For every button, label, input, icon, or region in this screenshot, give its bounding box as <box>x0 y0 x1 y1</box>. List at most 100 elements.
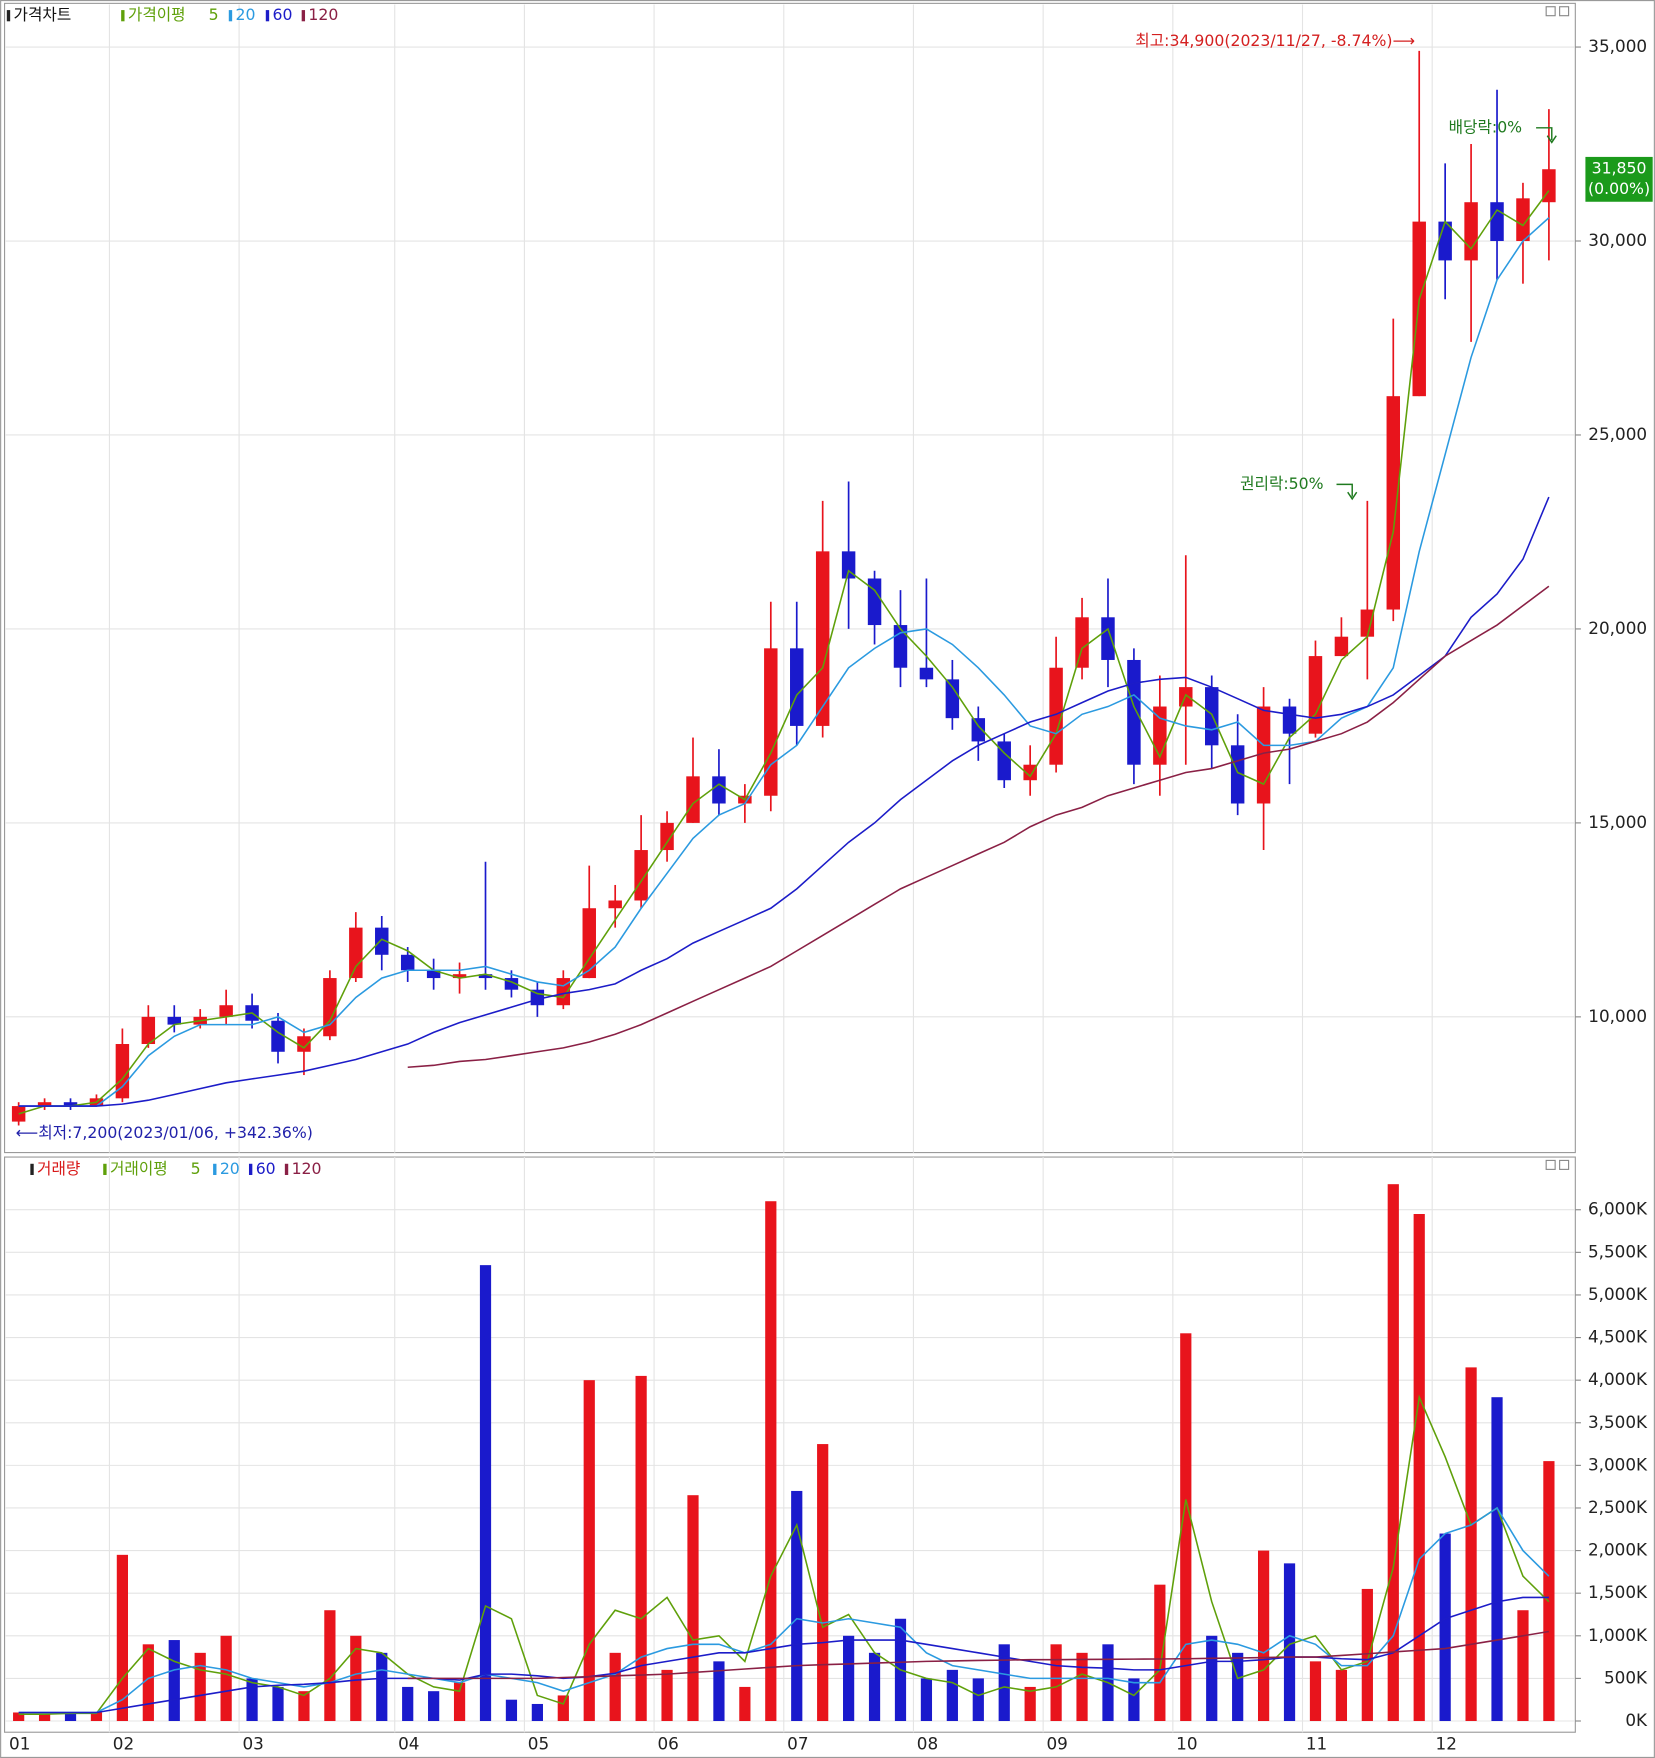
panel-buttons[interactable] <box>1545 6 1570 1170</box>
x-tick-label: 07 <box>787 1734 808 1754</box>
legend-label: 5 <box>209 5 219 24</box>
last-price-box <box>1585 156 1653 202</box>
volume-bar <box>1128 1678 1140 1722</box>
candle-body <box>478 974 493 979</box>
volume-bar <box>1439 1533 1451 1722</box>
candle-body <box>997 741 1011 781</box>
legend-label: 거래량 <box>37 1159 80 1178</box>
volume-bar <box>1413 1214 1425 1722</box>
volume-bar <box>765 1201 777 1722</box>
volume-bar <box>13 1712 25 1722</box>
volume-bar <box>272 1686 284 1722</box>
minimize-button[interactable] <box>1545 1159 1556 1170</box>
volume-bar <box>38 1714 51 1722</box>
y-tick-label: 500K <box>1604 1667 1648 1687</box>
volume-bar <box>168 1640 180 1722</box>
volume-bar <box>817 1444 829 1722</box>
close-button[interactable] <box>1559 1159 1570 1170</box>
volume-bar <box>90 1712 103 1722</box>
legend-label: 120 <box>308 5 338 24</box>
volume-bar <box>1257 1550 1270 1722</box>
volume-bar <box>142 1644 154 1722</box>
last-price-label: (0.00%) <box>1588 179 1650 198</box>
volume-bar <box>220 1635 232 1722</box>
candle-body <box>1516 198 1530 242</box>
volume-bar <box>1050 1644 1062 1722</box>
y-tick-label: 5,500K <box>1588 1241 1648 1261</box>
volume-bar <box>1309 1661 1322 1722</box>
volume-bar <box>64 1713 77 1722</box>
ma-line <box>18 190 1550 1115</box>
annotation: 배당락:0% <box>1449 117 1523 136</box>
legend-label: 20 <box>220 1159 240 1178</box>
candle-body <box>1308 656 1323 734</box>
candle-body <box>219 1005 233 1017</box>
legend-label: 거래이평 <box>110 1159 168 1178</box>
grid <box>5 4 1581 1733</box>
volume-bar <box>1076 1652 1088 1722</box>
candle-body <box>1334 636 1349 657</box>
candle-body <box>1101 617 1115 660</box>
volume-bar <box>1361 1588 1373 1722</box>
candle-body <box>426 970 441 979</box>
x-tick-label: 05 <box>528 1734 549 1754</box>
legend-swatch <box>284 1163 289 1175</box>
candle-body <box>504 978 519 990</box>
candle-body <box>945 679 960 719</box>
volume-bar <box>687 1495 699 1722</box>
candle-body <box>971 718 986 742</box>
candle-body <box>1412 221 1426 397</box>
x-tick-label: 09 <box>1047 1734 1068 1754</box>
volume-bar <box>1387 1184 1399 1722</box>
volume-bar <box>661 1669 673 1722</box>
y-tick-label: 35,000 <box>1588 36 1647 56</box>
candle-body <box>167 1016 181 1025</box>
volume-bar <box>1465 1367 1477 1722</box>
candle-body <box>660 822 674 851</box>
candle-body <box>297 1036 311 1052</box>
x-tick-label: 11 <box>1306 1734 1327 1754</box>
y-tick-label: 1,500K <box>1588 1582 1648 1602</box>
price-panel <box>3 2 1576 1154</box>
close-button[interactable] <box>1559 6 1570 17</box>
candle-body <box>63 1102 78 1107</box>
volume-bar <box>116 1554 128 1722</box>
candle-body <box>1127 659 1141 765</box>
annotation: ⟵최저:7,200(2023/01/06, +342.36%) <box>16 1123 313 1142</box>
legend-label: 60 <box>273 5 293 24</box>
volume-bar <box>376 1652 388 1722</box>
volume-bar <box>1491 1397 1503 1722</box>
annotation: 최고:34,900(2023/11/27, -8.74%)⟶ <box>1135 31 1415 50</box>
candle-body <box>271 1020 285 1052</box>
y-tick-label: 2,500K <box>1588 1497 1648 1517</box>
volume-bar <box>1335 1669 1348 1722</box>
candle-body <box>349 927 363 979</box>
candle-body <box>452 974 467 979</box>
x-tick-label: 03 <box>242 1734 263 1754</box>
ma-line <box>18 217 1550 1107</box>
annotation-arrow <box>1536 127 1557 144</box>
volume-bar <box>1517 1610 1529 1722</box>
marks <box>11 50 1556 1722</box>
volume-bar <box>428 1691 440 1722</box>
candle-body <box>634 850 648 901</box>
x-tick-label: 04 <box>398 1734 419 1754</box>
y-tick-label: 6,000K <box>1588 1199 1648 1219</box>
volume-bar <box>635 1375 647 1722</box>
x-tick-label: 02 <box>113 1734 134 1754</box>
y-tick-label: 4,500K <box>1588 1327 1648 1347</box>
y-tick-label: 0K <box>1625 1710 1648 1730</box>
candle-body <box>790 648 804 726</box>
last-price-label: 31,850 <box>1592 159 1647 178</box>
candle-body <box>1464 202 1478 261</box>
legend-swatch <box>213 1163 217 1175</box>
candle-body <box>686 776 700 823</box>
minimize-button[interactable] <box>1545 6 1556 17</box>
volume-bar <box>739 1686 751 1722</box>
volume-bar <box>505 1699 518 1722</box>
legend-label: 20 <box>236 5 256 24</box>
annotation: 권리락:50% <box>1240 474 1324 493</box>
volume-bar <box>920 1678 933 1722</box>
legend-swatch <box>301 10 306 22</box>
